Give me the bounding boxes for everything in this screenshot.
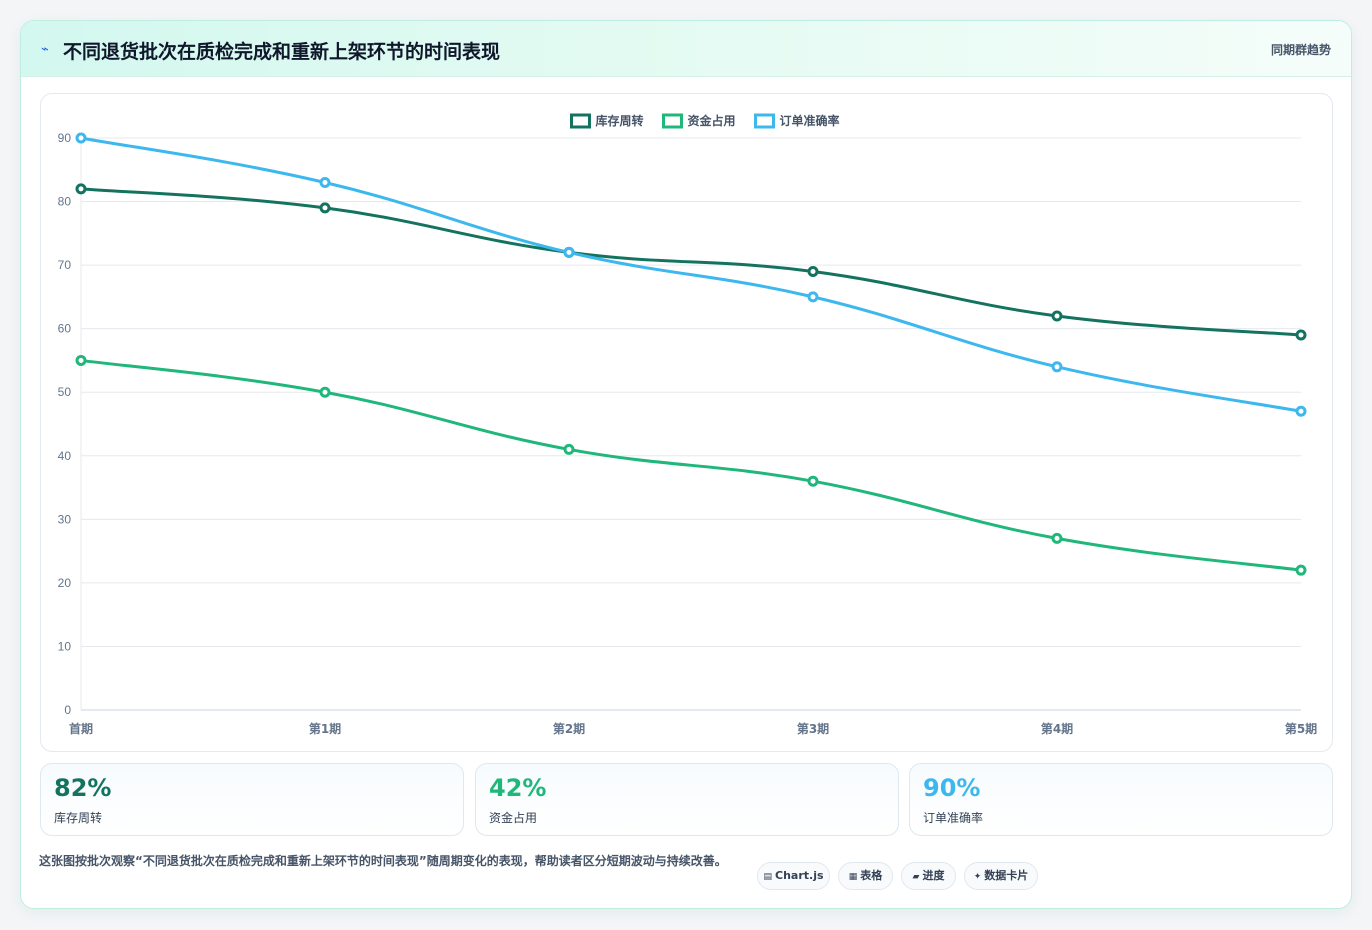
chip-label: 进度 [922, 869, 945, 882]
progress-icon: ▰ [912, 872, 920, 882]
data-point [319, 176, 331, 188]
y-tick-label: 80 [58, 195, 72, 209]
stat-label: 订单准确率 [923, 811, 984, 825]
stat-value: 90% [923, 774, 981, 802]
y-tick-label: 90 [58, 131, 72, 145]
legend-label: 订单准确率 [780, 113, 840, 128]
data-point [1295, 329, 1307, 341]
stat-value: 42% [489, 774, 547, 802]
data-point [807, 265, 819, 277]
line-chart: 0 10 20 30 40 50 60 70 80 90 首期 第1期 第2期 第3期 第4期 第5期 库存周转… [58, 113, 1318, 736]
lightning-icon: ⌁ [41, 42, 49, 57]
chart-card: ⌁ 不同退货批次在质检完成和重新上架环节的时间表现 同期群趋势 0 10 20 30 4… [20, 20, 1352, 909]
data-point [1051, 532, 1063, 544]
data-point [1295, 405, 1307, 417]
legend-swatch [662, 113, 683, 129]
stat-card-order-accuracy: 90% 订单准确率 [909, 763, 1333, 836]
chart-panel: 0 10 20 30 40 50 60 70 80 90 首期 第1期 第2期 第3期 第4期 第5期 库存周转… [40, 93, 1333, 752]
sparkle-icon: ✦ [973, 872, 982, 882]
chip-label: Chart.js [775, 869, 824, 882]
data-point [75, 183, 87, 195]
legend-swatch [754, 113, 775, 129]
data-point [75, 354, 87, 366]
y-tick-label: 0 [64, 703, 71, 717]
y-tick-label: 10 [58, 639, 72, 653]
data-point [319, 386, 331, 398]
data-point [563, 246, 575, 258]
x-tick-label: 第5期 [1285, 721, 1317, 736]
data-point [1051, 310, 1063, 322]
table-icon: ▦ [848, 872, 858, 882]
card-header: ⌁ 不同退货批次在质检完成和重新上架环节的时间表现 同期群趋势 [21, 21, 1351, 77]
x-tick-label: 第2期 [553, 721, 585, 736]
chip-table[interactable]: ▦ 表格 [838, 862, 893, 890]
data-point [1295, 564, 1307, 576]
x-tick-label: 第1期 [309, 721, 341, 736]
y-tick-label: 40 [58, 449, 72, 463]
stat-card-inventory-turnover: 82% 库存周转 [40, 763, 464, 836]
series-line-2 [79, 136, 1303, 413]
stat-card-capital-occupation: 42% 资金占用 [475, 763, 899, 836]
legend-label: 资金占用 [688, 113, 736, 128]
card-title: 不同退货批次在质检完成和重新上架环节的时间表现 [63, 41, 501, 63]
y-tick-label: 20 [58, 576, 72, 590]
chip-data-card[interactable]: ✦ 数据卡片 [964, 862, 1038, 890]
series-line-1 [79, 358, 1303, 572]
data-point [75, 132, 87, 144]
chip-label: 表格 [860, 869, 883, 882]
data-point [319, 202, 331, 214]
chart-description: 这张图按批次观察“不同退货批次在质检完成和重新上架环节的时间表现”随周期变化的表… [39, 854, 727, 868]
x-tick-label: 第3期 [797, 721, 829, 736]
stat-value: 82% [54, 774, 112, 802]
y-tick-label: 50 [58, 385, 72, 399]
stat-label: 资金占用 [489, 811, 538, 825]
stat-label: 库存周转 [54, 811, 103, 825]
chip-chartjs[interactable]: ▤ Chart.js [757, 862, 830, 890]
data-point [807, 291, 819, 303]
data-point [1051, 361, 1063, 373]
y-tick-label: 70 [58, 258, 72, 272]
y-tick-label: 30 [58, 512, 72, 526]
x-tick-label: 首期 [69, 721, 93, 736]
data-point [807, 475, 819, 487]
chip-progress[interactable]: ▰ 进度 [901, 862, 956, 890]
series-line-0 [79, 187, 1303, 337]
chip-label: 数据卡片 [984, 869, 1029, 882]
x-tick-label: 第4期 [1041, 721, 1073, 736]
data-point [563, 443, 575, 455]
cohort-trend-label: 同期群趋势 [1270, 43, 1331, 57]
legend-swatch [570, 113, 591, 129]
legend-label: 库存周转 [596, 113, 644, 128]
y-tick-label: 60 [58, 322, 72, 336]
chart-icon: ▤ [763, 872, 772, 882]
